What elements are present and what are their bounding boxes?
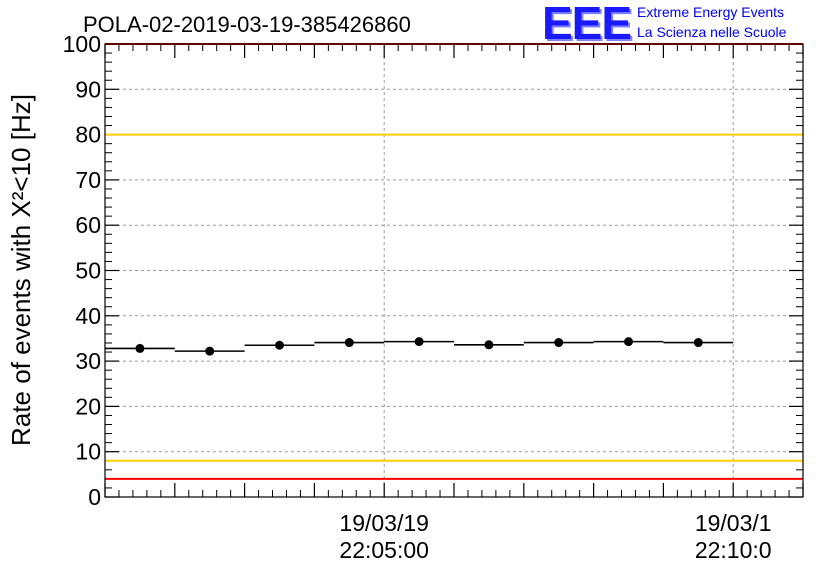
data-point: [344, 338, 354, 348]
x-tick-label-time: 22:05:00: [339, 537, 429, 563]
y-axis-title: Rate of events with X²<10 [Hz]: [6, 94, 36, 446]
data-point: [205, 346, 215, 356]
data-point: [484, 340, 494, 350]
grid-lines: [105, 44, 803, 497]
data-point: [275, 340, 284, 350]
data-points: [105, 337, 734, 356]
x-tick-label-date: 19/03/1: [695, 510, 772, 536]
logo-tagline-2: La Scienza nelle Scuole: [637, 24, 787, 40]
chart-title: POLA-02-2019-03-19-385426860: [83, 12, 411, 37]
x-tick-label-date: 19/03/19: [339, 510, 429, 536]
y-tick-labels: 0 10 20 30 40 50 60 70 80 90 100: [63, 31, 101, 510]
y-tick-label: 10: [75, 439, 101, 465]
data-point: [414, 337, 424, 347]
reference-lines: [105, 43, 803, 480]
data-point: [554, 338, 564, 348]
data-point: [135, 343, 145, 353]
logo-tagline-1: Extreme Energy Events: [637, 4, 785, 20]
x-tick-label-time: 22:10:0: [695, 537, 772, 563]
y-tick-label: 100: [63, 31, 101, 57]
data-point: [624, 337, 633, 347]
y-tick-label: 0: [88, 484, 101, 510]
y-tick-label: 60: [75, 212, 101, 238]
plot-frame: [104, 43, 804, 498]
y-tick-label: 50: [75, 258, 101, 284]
y-tick-label: 30: [75, 348, 101, 374]
y-tick-label: 90: [75, 76, 101, 102]
eee-logo: EEE: [542, 0, 632, 49]
y-tick-label: 20: [75, 393, 101, 419]
y-axis-title-main: Rate of events with X²<10 [Hz]: [6, 94, 36, 446]
data-point: [693, 338, 703, 348]
y-tick-label: 80: [75, 122, 101, 148]
y-tick-label: 70: [75, 167, 101, 193]
y-tick-label: 40: [75, 303, 101, 329]
